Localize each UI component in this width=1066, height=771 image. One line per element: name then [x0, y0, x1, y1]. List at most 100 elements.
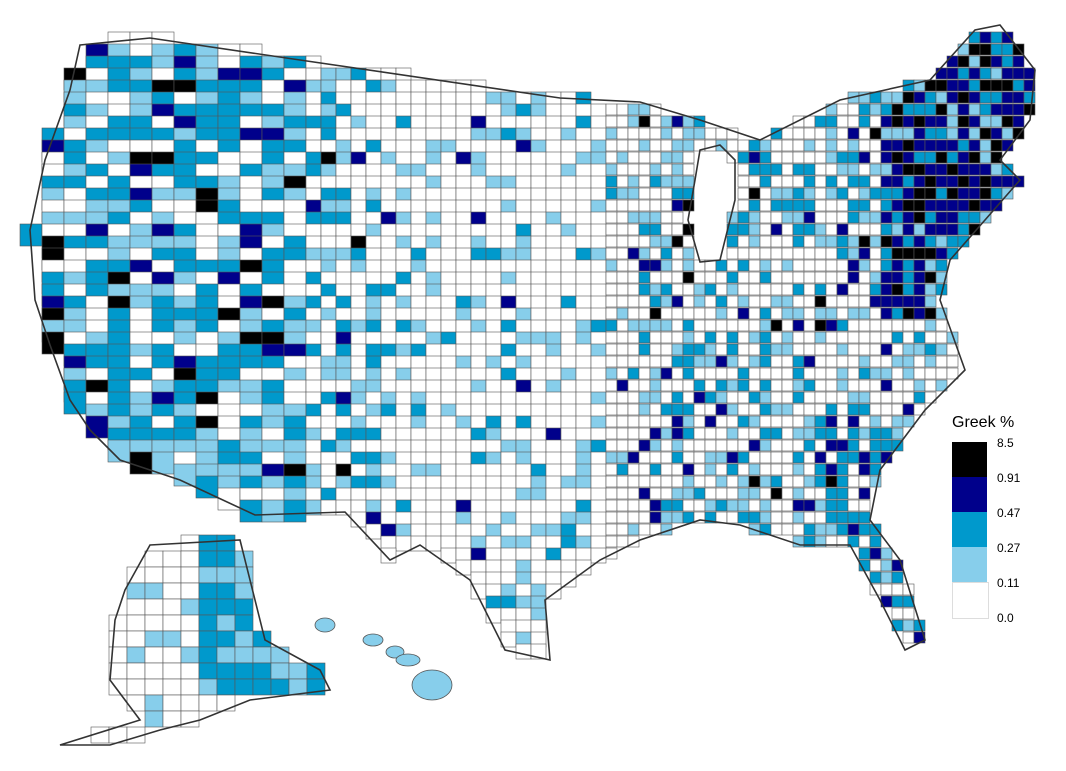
county — [162, 630, 182, 648]
county — [781, 511, 794, 524]
county — [957, 235, 970, 248]
county — [847, 511, 860, 524]
county — [858, 295, 871, 308]
county — [836, 415, 849, 428]
county — [924, 103, 937, 116]
county — [847, 391, 860, 404]
county — [781, 379, 794, 392]
county — [660, 151, 673, 164]
county — [715, 475, 728, 488]
county — [891, 355, 904, 368]
county — [836, 379, 849, 392]
county — [616, 343, 629, 356]
county — [902, 199, 915, 212]
county — [1001, 115, 1014, 128]
county — [792, 319, 805, 332]
county — [605, 355, 618, 368]
county — [825, 331, 838, 344]
county — [748, 499, 761, 512]
county — [891, 91, 904, 104]
county — [660, 307, 673, 320]
county — [869, 175, 882, 188]
county — [957, 43, 970, 56]
county — [162, 582, 182, 600]
county — [234, 630, 254, 648]
county — [836, 259, 849, 272]
county — [814, 115, 827, 128]
county — [770, 499, 783, 512]
county — [660, 427, 673, 440]
county — [781, 127, 794, 140]
county — [748, 319, 761, 332]
county — [781, 235, 794, 248]
county — [858, 475, 871, 488]
county — [682, 259, 695, 272]
county — [693, 451, 706, 464]
county — [957, 79, 970, 92]
county — [649, 163, 662, 176]
county — [814, 319, 827, 332]
county — [869, 439, 882, 452]
county — [671, 163, 684, 176]
county — [726, 463, 739, 476]
county — [270, 646, 290, 664]
county — [924, 307, 937, 320]
county — [693, 463, 706, 476]
county — [836, 295, 849, 308]
county — [847, 259, 860, 272]
county — [924, 259, 937, 272]
county — [781, 283, 794, 296]
county — [616, 451, 629, 464]
county — [144, 598, 164, 616]
county — [748, 175, 761, 188]
county — [759, 223, 772, 236]
county — [858, 175, 871, 188]
county — [759, 175, 772, 188]
county — [704, 463, 717, 476]
county — [847, 451, 860, 464]
county — [649, 487, 662, 500]
county — [605, 223, 618, 236]
county — [836, 475, 849, 488]
county — [85, 415, 109, 439]
county — [836, 223, 849, 236]
county — [180, 662, 200, 680]
county — [649, 499, 662, 512]
county — [913, 139, 926, 152]
county — [792, 355, 805, 368]
county — [649, 427, 662, 440]
county — [902, 415, 915, 428]
county — [770, 319, 783, 332]
county — [891, 127, 904, 140]
county — [924, 319, 937, 332]
county — [781, 187, 794, 200]
county — [649, 367, 662, 380]
county — [693, 343, 706, 356]
county — [847, 187, 860, 200]
county — [869, 451, 882, 464]
county — [649, 391, 662, 404]
county — [693, 127, 706, 140]
county — [616, 151, 629, 164]
county — [649, 271, 662, 284]
county — [825, 271, 838, 284]
county — [836, 103, 849, 116]
county — [770, 283, 783, 296]
county — [545, 583, 562, 600]
county — [671, 151, 684, 164]
county — [660, 139, 673, 152]
county — [748, 463, 761, 476]
county — [638, 331, 651, 344]
county — [836, 343, 849, 356]
county — [162, 694, 182, 712]
county — [616, 427, 629, 440]
county — [715, 415, 728, 428]
county — [395, 653, 421, 667]
county — [748, 451, 761, 464]
county — [715, 355, 728, 368]
county — [858, 235, 871, 248]
county — [693, 271, 706, 284]
county — [180, 614, 200, 632]
county — [847, 367, 860, 380]
county — [803, 511, 816, 524]
